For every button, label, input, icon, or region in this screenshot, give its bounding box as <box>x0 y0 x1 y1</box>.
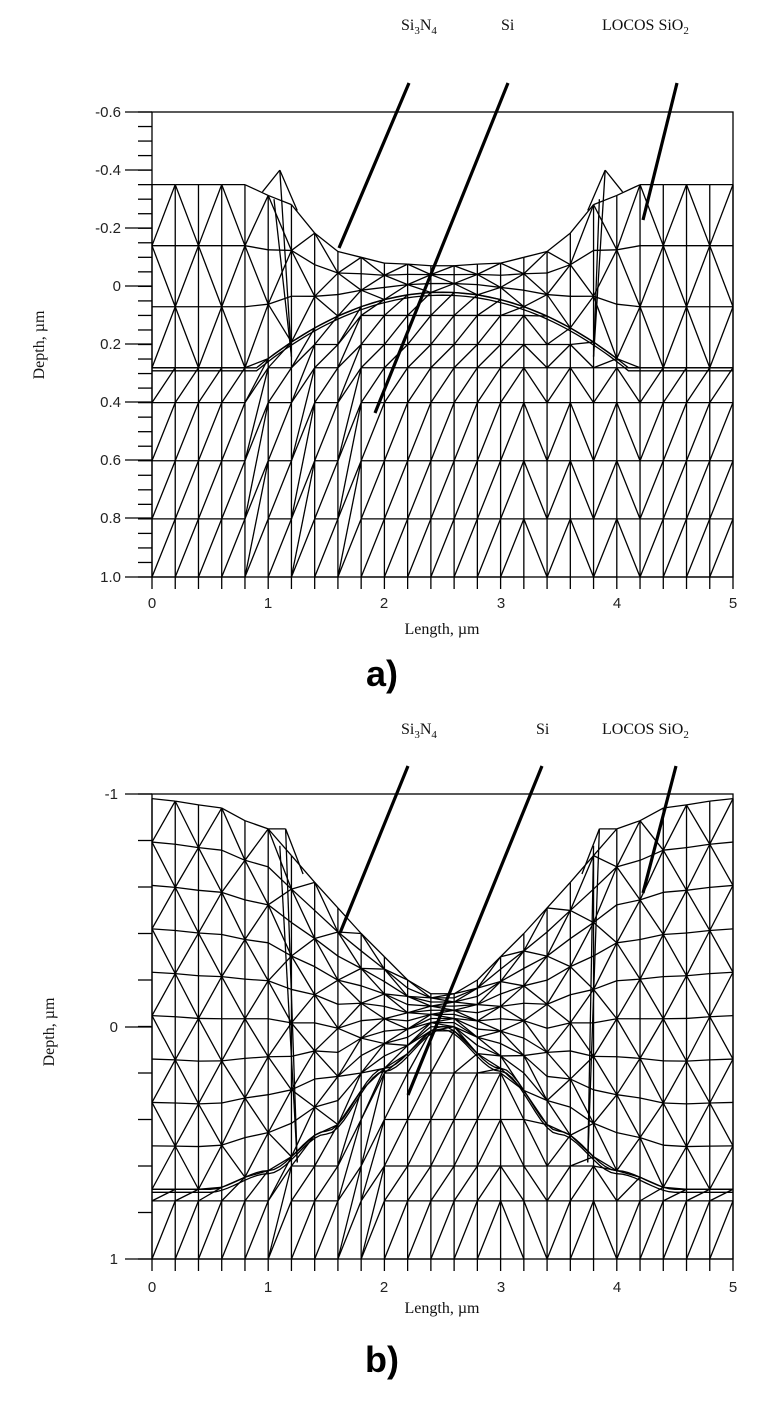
panel-b: Si3N4 Si LOCOS SiO2 -1 0 1 Depth, µm 0 1… <box>41 721 737 1380</box>
x-tick-labels-b: 0 1 2 3 4 5 <box>148 1279 737 1296</box>
svg-text:0.8: 0.8 <box>100 510 121 527</box>
x-axis-title-b: Length, µm <box>405 1300 481 1317</box>
svg-text:1: 1 <box>110 1251 118 1268</box>
svg-text:0.6: 0.6 <box>100 452 121 469</box>
svg-text:0: 0 <box>148 1279 156 1296</box>
svg-text:-0.4: -0.4 <box>95 162 121 179</box>
svg-text:5: 5 <box>729 595 737 612</box>
svg-text:5: 5 <box>729 1279 737 1296</box>
svg-text:0.4: 0.4 <box>100 394 121 411</box>
x-axis-title-a: Length, µm <box>405 621 481 638</box>
panel-a: Si3N4 Si LOCOS SiO2 -0.6 -0.4 -0.2 0 0.2… <box>31 17 737 694</box>
panel-label-b: b) <box>365 1339 399 1380</box>
svg-text:0: 0 <box>148 595 156 612</box>
svg-text:1.0: 1.0 <box>100 569 121 586</box>
annotation-locos-a: LOCOS SiO2 <box>602 17 689 37</box>
x-tick-labels-a: 0 1 2 3 4 5 <box>148 595 737 612</box>
leader-lines-a <box>337 82 679 414</box>
annotation-si3n4-a: Si3N4 <box>401 17 437 37</box>
svg-text:-1: -1 <box>105 786 118 803</box>
svg-text:-0.6: -0.6 <box>95 104 121 121</box>
svg-text:1: 1 <box>264 595 272 612</box>
mesh-a <box>151 169 734 578</box>
annotation-locos-b: LOCOS SiO2 <box>602 721 689 741</box>
y-axis-b <box>125 793 734 1271</box>
y-tick-labels-b: -1 0 1 <box>105 786 118 1268</box>
annotation-si3n4-b: Si3N4 <box>401 721 437 741</box>
y-axis-a <box>125 111 734 589</box>
svg-text:2: 2 <box>380 1279 388 1296</box>
svg-text:2: 2 <box>380 595 388 612</box>
annotation-si-b: Si <box>536 721 550 738</box>
svg-text:0: 0 <box>113 278 121 295</box>
svg-text:3: 3 <box>497 1279 505 1296</box>
svg-text:1: 1 <box>264 1279 272 1296</box>
y-axis-title-a: Depth, µm <box>31 310 48 379</box>
svg-text:4: 4 <box>613 1279 621 1296</box>
svg-text:0: 0 <box>110 1019 118 1036</box>
leader-lines-b <box>338 765 678 1096</box>
svg-text:4: 4 <box>613 595 621 612</box>
y-tick-labels-a: -0.6 -0.4 -0.2 0 0.2 0.4 0.6 0.8 1.0 <box>95 104 121 586</box>
svg-text:-0.2: -0.2 <box>95 220 121 237</box>
panel-label-a: a) <box>366 653 398 694</box>
svg-text:0.2: 0.2 <box>100 336 121 353</box>
annotation-si-a: Si <box>501 17 515 34</box>
mesh-b <box>151 798 734 1260</box>
y-axis-title-b: Depth, µm <box>41 997 58 1066</box>
svg-text:3: 3 <box>497 595 505 612</box>
